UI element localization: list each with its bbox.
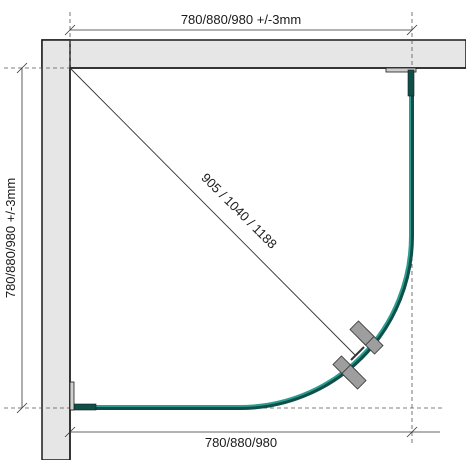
handle-bar	[350, 346, 365, 361]
dimension-diagonal: 905 / 1040 / 1188	[69, 67, 357, 357]
walls	[41, 39, 466, 460]
glass-curved-outer	[70, 68, 414, 410]
wall-profile-left-bracket	[69, 381, 75, 411]
dimension-label-diagonal: 905 / 1040 / 1188	[198, 170, 279, 251]
wall-top	[41, 39, 466, 69]
dimension-label-left: 780/880/980 +/-3mm	[3, 178, 18, 298]
dimension-tick-top-right	[406, 24, 418, 36]
handle-lower-back	[341, 364, 367, 390]
wall-profiles	[69, 67, 417, 411]
dimension-tick-left-bottom	[16, 402, 28, 414]
dimension-tick-bottom-left	[64, 426, 76, 438]
dimension-line-diagonal	[69, 67, 357, 357]
wall-corner-fill	[43, 41, 69, 67]
wall-profile-top-clamp	[407, 69, 415, 97]
dimension-tick-bottom-right	[406, 426, 418, 438]
dimension-tick-left-top	[16, 62, 28, 74]
glass-curved-panel	[72, 70, 411, 407]
dimension-label-bottom: 780/880/980	[205, 435, 277, 450]
dimension-left: 780/880/980 +/-3mm	[3, 62, 28, 414]
glass-enclosure	[70, 68, 414, 410]
door-handles	[332, 320, 384, 390]
wall-profile-top	[385, 67, 417, 73]
dimension-tick-top-left	[64, 24, 76, 36]
dimension-bottom: 780/880/980	[64, 426, 440, 450]
dimension-label-top: 780/880/980 +/-3mm	[181, 12, 301, 27]
handle-upper-back	[349, 320, 375, 346]
wall-left	[41, 39, 71, 460]
dimension-top: 780/880/980 +/-3mm	[64, 12, 418, 36]
